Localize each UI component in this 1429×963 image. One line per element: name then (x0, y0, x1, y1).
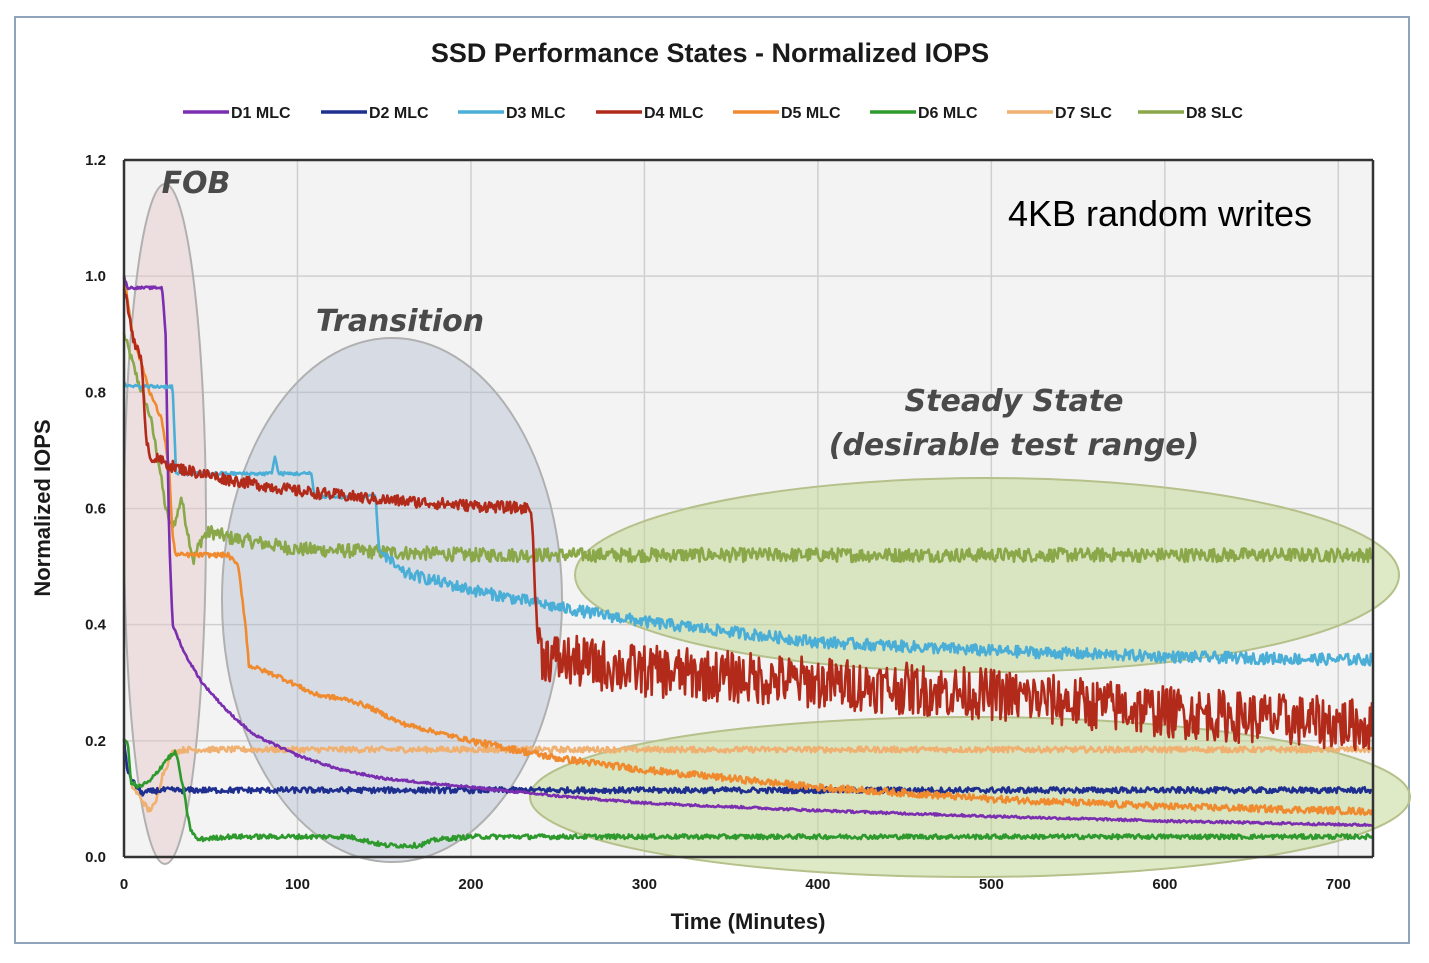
legend-label: D5 MLC (781, 105, 841, 122)
y-tick-label: 1.2 (85, 152, 106, 169)
x-axis-title: Time (Minutes) (671, 909, 826, 934)
zone-sublabel-steady-state: (desirable test range) (829, 428, 1200, 463)
chart-title: SSD Performance States - Normalized IOPS (431, 38, 989, 68)
y-tick-label: 0.8 (85, 384, 106, 401)
x-tick-label: 200 (458, 876, 483, 893)
y-tick-label: 0.4 (85, 617, 107, 634)
series-line-d4-mlc (122, 289, 1374, 751)
series-line-d1-mlc (122, 275, 1373, 828)
x-tick-label: 700 (1326, 876, 1351, 893)
legend-label: D2 MLC (369, 105, 429, 122)
x-tick-label: 600 (1152, 876, 1177, 893)
series-line-d6-mlc (122, 738, 1374, 849)
legend-label: D3 MLC (506, 105, 566, 122)
y-tick-label: 0.6 (85, 501, 106, 518)
y-tick-label: 0.0 (85, 849, 106, 866)
x-tick-label: 400 (805, 876, 830, 893)
annotation-text: 4KB random writes (1008, 193, 1312, 234)
x-tick-label: 100 (285, 876, 310, 893)
plot-area: 0.0 0.2 0.4 0.6 0.8 1.0 1.2 0 100 200 300 400 500 600… (85, 152, 1411, 893)
y-tick-label: 1.0 (85, 268, 106, 285)
y-tick-label: 0.2 (85, 733, 106, 750)
zone-label-steady-state: Steady State (905, 384, 1124, 419)
series-line-d8-slc (122, 332, 1374, 566)
legend-label: D4 MLC (644, 105, 704, 122)
series-line-d2-mlc (122, 738, 1373, 797)
legend: D1 MLC D2 MLC D3 MLC D4 MLC D5 MLC D6 MLC D7 S… (183, 105, 1243, 122)
zone-ellipse (221, 337, 563, 863)
zone-ellipse (574, 477, 1400, 673)
legend-label: D1 MLC (231, 105, 291, 122)
zone-label-transition: Transition (316, 304, 484, 339)
legend-label: D8 SLC (1186, 105, 1243, 122)
zone-label-fob: FOB (162, 166, 231, 201)
x-tick-label: 500 (979, 876, 1004, 893)
x-tick-label: 300 (632, 876, 657, 893)
x-tick-label: 0 (120, 876, 128, 893)
legend-label: D6 MLC (918, 105, 978, 122)
legend-label: D7 SLC (1055, 105, 1112, 122)
series-line-d5-mlc (122, 276, 1374, 816)
y-axis-title: Normalized IOPS (30, 419, 55, 596)
series-line-d7-slc (122, 745, 1374, 813)
